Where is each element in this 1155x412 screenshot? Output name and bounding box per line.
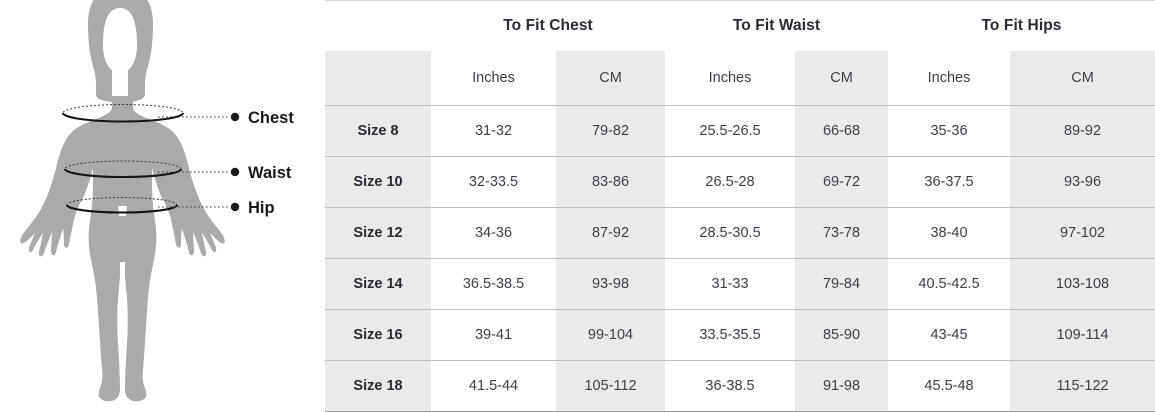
female-silhouette-icon <box>20 0 225 402</box>
chest-dot-icon <box>230 112 240 122</box>
hip-dot-icon <box>230 202 240 212</box>
table-row: Size 18 41.5-44 105-112 36-38.5 91-98 45… <box>325 360 1155 412</box>
thigh-gap <box>118 206 127 216</box>
table-row: Size 14 36.5-38.5 93-98 31-33 79-84 40.5… <box>325 258 1155 310</box>
cell-hips-inches: 45.5-48 <box>888 360 1011 412</box>
waist-dot-icon <box>230 167 240 177</box>
cell-hips-inches: 38-40 <box>888 207 1011 259</box>
unit-header-hips-cm: CM <box>1010 51 1155 106</box>
cell-hips-inches: 36-37.5 <box>888 156 1011 208</box>
cell-waist-inches: 31-33 <box>665 258 796 310</box>
cell-chest-cm: 105-112 <box>556 360 666 412</box>
table-body: Size 8 31-32 79-82 25.5-26.5 66-68 35-36… <box>325 105 1155 412</box>
unit-header-waist-cm: CM <box>795 51 889 106</box>
cell-chest-cm: 93-98 <box>556 258 666 310</box>
cell-waist-inches: 36-38.5 <box>665 360 796 412</box>
cell-waist-inches: 28.5-30.5 <box>665 207 796 259</box>
cell-chest-inches: 39-41 <box>431 309 556 361</box>
cell-hips-cm: 97-102 <box>1010 207 1155 259</box>
cell-chest-inches: 31-32 <box>431 105 556 157</box>
cell-waist-cm: 79-84 <box>795 258 889 310</box>
unit-header-size <box>325 51 431 106</box>
cell-hips-inches: 35-36 <box>888 105 1011 157</box>
waist-label: Waist <box>248 164 292 182</box>
table-head: To Fit Chest To Fit Waist To Fit Hips In… <box>325 0 1155 106</box>
cell-hips-cm: 93-96 <box>1010 156 1155 208</box>
group-header-to-fit-chest: To Fit Chest <box>431 0 666 51</box>
cell-waist-inches: 25.5-26.5 <box>665 105 796 157</box>
cell-chest-inches: 32-33.5 <box>431 156 556 208</box>
chest-label: Chest <box>248 109 294 127</box>
table-row: Size 10 32-33.5 83-86 26.5-28 69-72 36-3… <box>325 156 1155 208</box>
cell-hips-cm: 103-108 <box>1010 258 1155 310</box>
cell-hips-cm: 89-92 <box>1010 105 1155 157</box>
group-header-to-fit-waist: To Fit Waist <box>665 0 889 51</box>
body-diagram-panel: Chest Waist Hip <box>0 0 325 411</box>
cell-chest-cm: 99-104 <box>556 309 666 361</box>
cell-chest-inches: 36.5-38.5 <box>431 258 556 310</box>
cell-size: Size 14 <box>325 258 431 310</box>
table-row: Size 8 31-32 79-82 25.5-26.5 66-68 35-36… <box>325 105 1155 157</box>
group-header-to-fit-hips: To Fit Hips <box>888 0 1155 51</box>
unit-header-waist-inches: Inches <box>665 51 796 106</box>
group-header-blank <box>325 0 431 51</box>
cell-chest-inches: 34-36 <box>431 207 556 259</box>
chest-measure-ellipse <box>61 104 185 123</box>
cell-waist-inches: 26.5-28 <box>665 156 796 208</box>
table-row: Size 16 39-41 99-104 33.5-35.5 85-90 43-… <box>325 309 1155 361</box>
cell-chest-inches: 41.5-44 <box>431 360 556 412</box>
cell-hips-inches: 40.5-42.5 <box>888 258 1011 310</box>
cell-waist-inches: 33.5-35.5 <box>665 309 796 361</box>
unit-header-hips-inches: Inches <box>888 51 1011 106</box>
table-row: Size 12 34-36 87-92 28.5-30.5 73-78 38-4… <box>325 207 1155 259</box>
unit-header-row: Inches CM Inches CM Inches CM <box>325 51 1155 106</box>
hip-measure-ellipse <box>65 197 179 214</box>
cell-waist-cm: 69-72 <box>795 156 889 208</box>
cell-chest-cm: 79-82 <box>556 105 666 157</box>
hip-label: Hip <box>248 199 275 217</box>
size-chart-table: To Fit Chest To Fit Waist To Fit Hips In… <box>325 0 1155 412</box>
size-table-panel: To Fit Chest To Fit Waist To Fit Hips In… <box>325 0 1155 412</box>
group-header-row: To Fit Chest To Fit Waist To Fit Hips <box>325 0 1155 51</box>
cell-hips-inches: 43-45 <box>888 309 1011 361</box>
cell-waist-cm: 85-90 <box>795 309 889 361</box>
cell-size: Size 10 <box>325 156 431 208</box>
cell-size: Size 12 <box>325 207 431 259</box>
unit-header-chest-inches: Inches <box>431 51 556 106</box>
cell-hips-cm: 115-122 <box>1010 360 1155 412</box>
cell-waist-cm: 91-98 <box>795 360 889 412</box>
cell-size: Size 8 <box>325 105 431 157</box>
cell-size: Size 16 <box>325 309 431 361</box>
cell-chest-cm: 83-86 <box>556 156 666 208</box>
cell-chest-cm: 87-92 <box>556 207 666 259</box>
cell-waist-cm: 73-78 <box>795 207 889 259</box>
cell-size: Size 18 <box>325 360 431 412</box>
cell-hips-cm: 109-114 <box>1010 309 1155 361</box>
cell-waist-cm: 66-68 <box>795 105 889 157</box>
unit-header-chest-cm: CM <box>556 51 666 106</box>
body-silhouette-diagram: Chest Waist Hip <box>20 0 294 402</box>
